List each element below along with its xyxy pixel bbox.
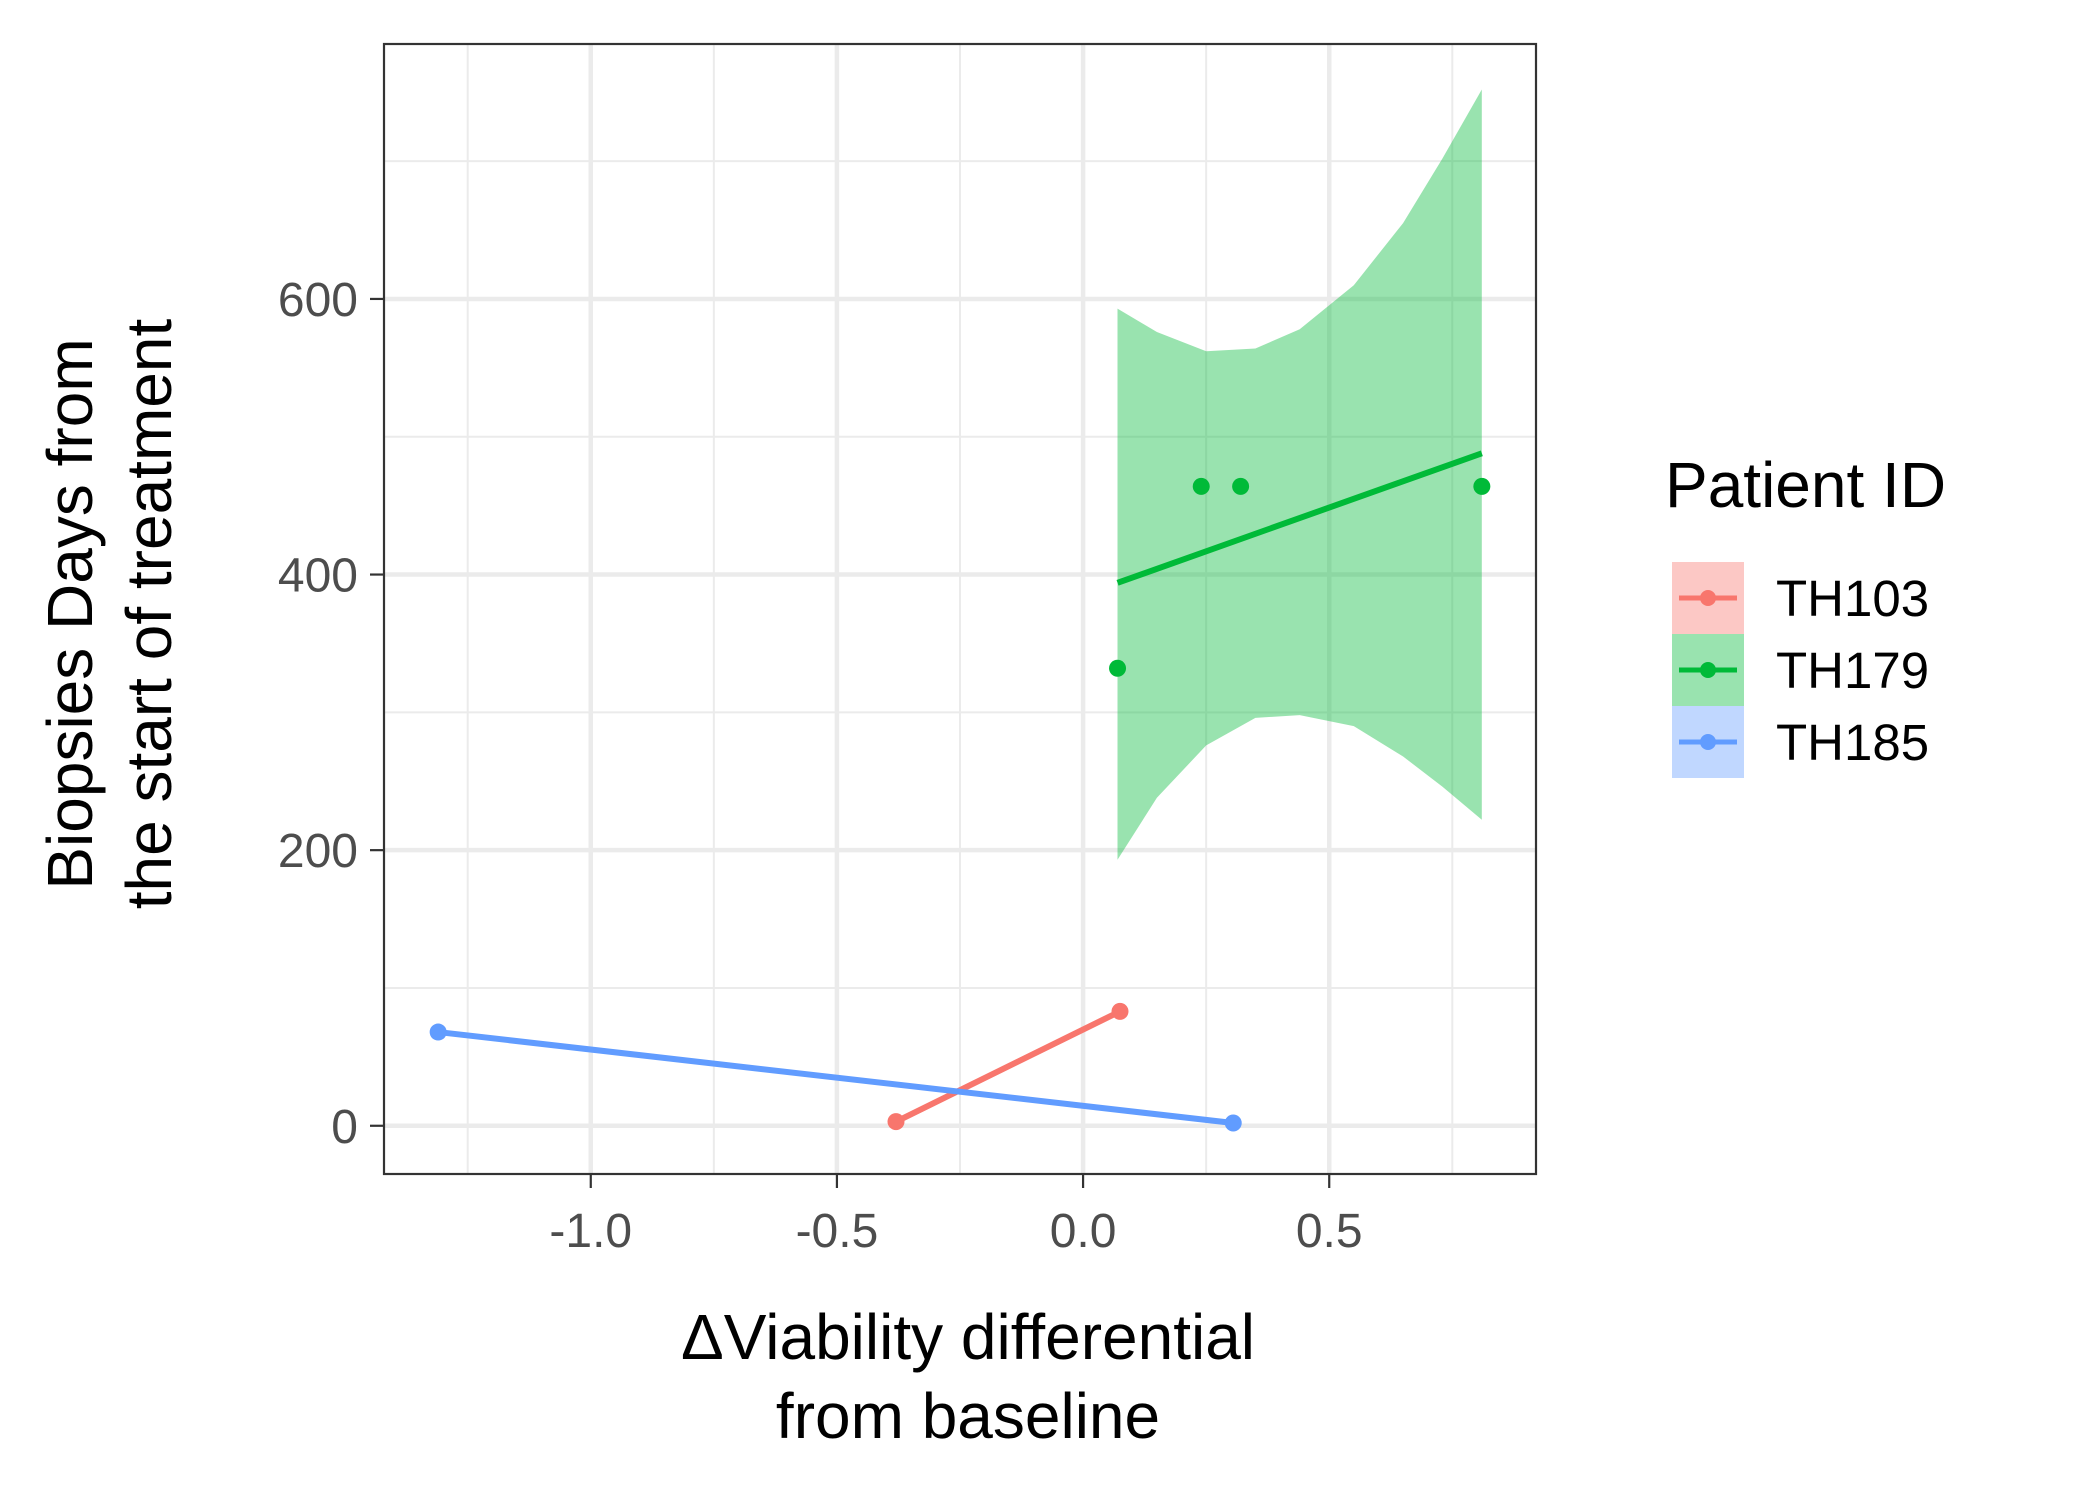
data-point-th103-1 [1111,1002,1129,1020]
data-point-th179-2 [1232,477,1250,495]
major-gridlines [384,44,1536,1174]
fit-line-th179 [1116,450,1483,586]
data-points [429,477,1491,1132]
minor-gridlines [384,44,1536,1174]
legend-key-point-th179 [1700,662,1716,678]
data-point-th179-1 [1192,477,1210,495]
x-axis-ticks: -1.0 -0.5 0.0 0.5 [549,1174,1363,1258]
x-tick-label-0: -1.0 [549,1205,632,1258]
x-axis-title-line-1: ΔViability differential [681,1301,1255,1373]
legend-label-th185: TH185 [1776,714,1929,771]
data-point-th103-0 [887,1113,905,1131]
confidence-band-th179 [1117,89,1482,860]
legend-label-th179: TH179 [1776,642,1929,699]
x-tick-label-3: 0.5 [1296,1205,1363,1258]
data-point-th185-0 [429,1023,447,1041]
confidence-bands [1117,89,1482,860]
y-axis-title-line-2: the start of treatment [113,319,185,910]
x-tick-label-1: -0.5 [796,1205,879,1258]
y-tick-label-0: 0 [331,1101,358,1154]
y-tick-label-1: 200 [278,825,358,878]
legend-label-th103: TH103 [1776,570,1929,627]
legend-key-point-th185 [1700,734,1716,750]
legend-title: Patient ID [1665,449,1946,521]
y-tick-label-2: 400 [278,550,358,603]
y-tick-label-3: 600 [278,274,358,327]
fit-line-th103 [894,1008,1122,1125]
legend-key-point-th103 [1700,590,1716,606]
x-axis-title-line-2: from baseline [776,1380,1160,1452]
legend: Patient ID TH103 TH179 TH185 [1665,449,1946,778]
plot-panel-border [382,42,1538,1176]
y-axis-title-line-1: Biopsies Days from [34,338,106,889]
data-point-th185-1 [1224,1114,1242,1132]
fit-lines [437,450,1483,1126]
data-point-th179-0 [1109,659,1127,677]
y-axis-ticks: 0 200 400 600 [278,274,384,1154]
data-point-th179-3 [1473,477,1491,495]
x-tick-label-2: 0.0 [1050,1205,1117,1258]
fit-line-th185 [437,1029,1234,1126]
